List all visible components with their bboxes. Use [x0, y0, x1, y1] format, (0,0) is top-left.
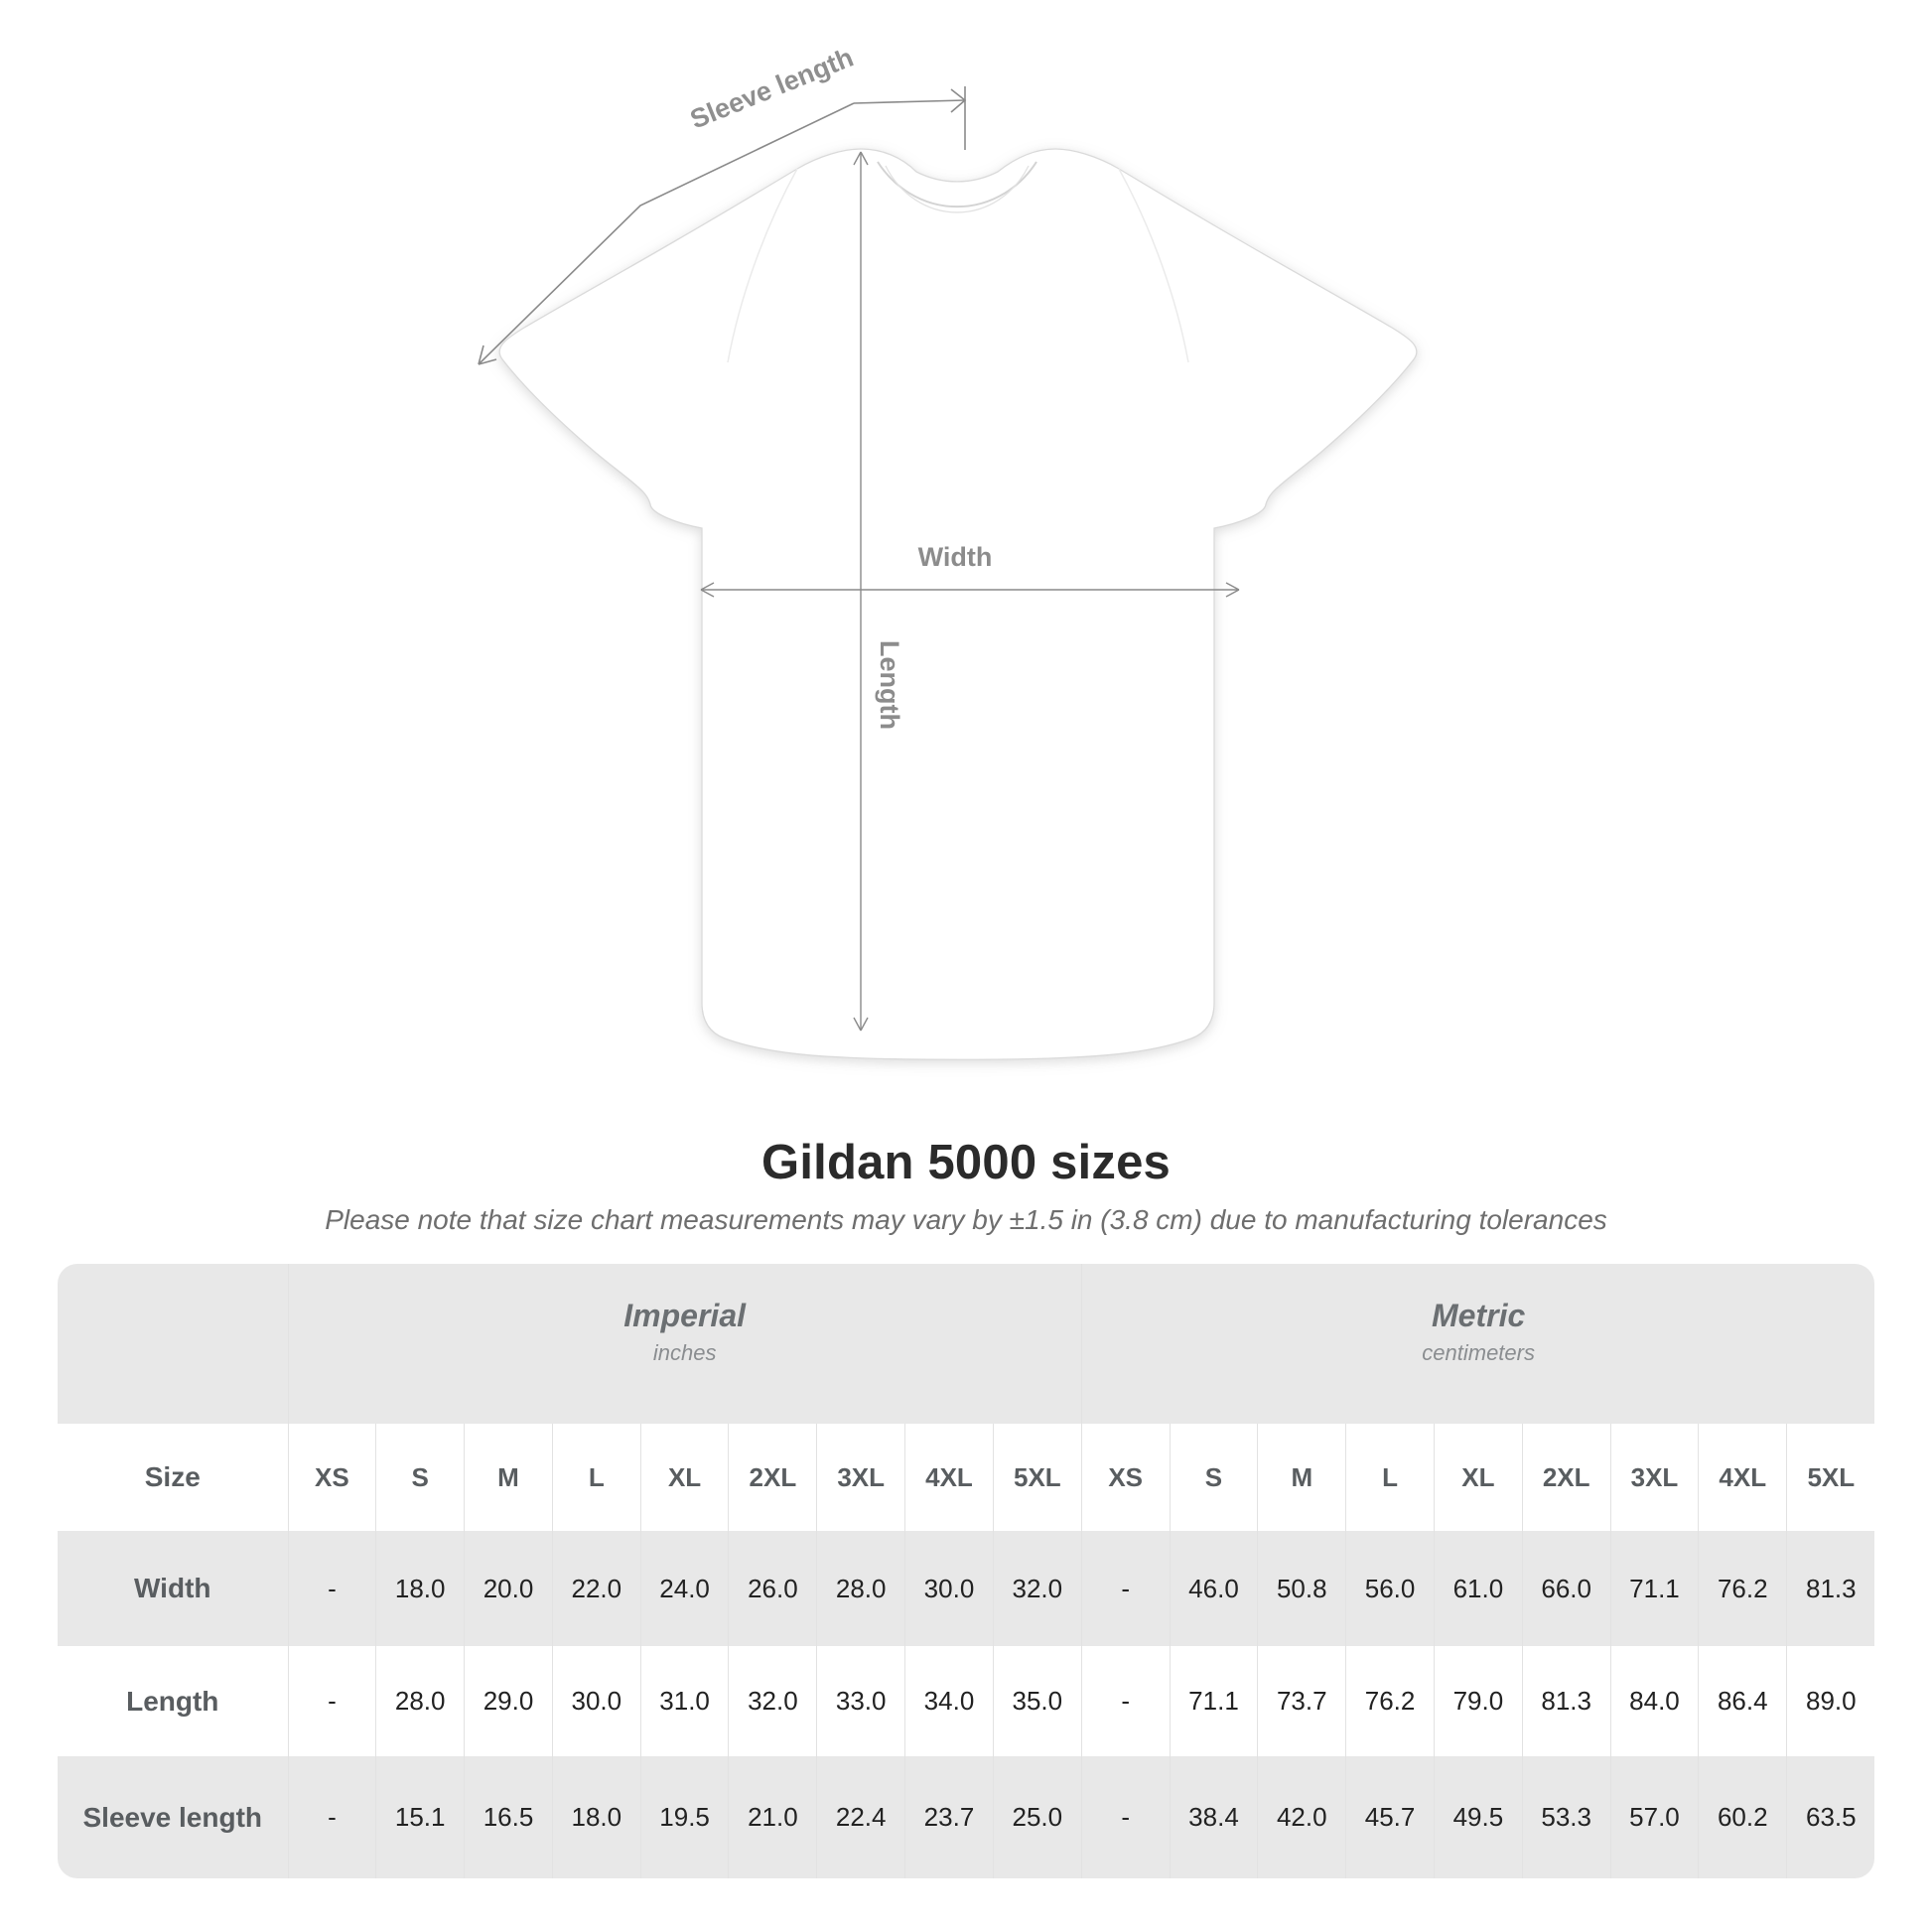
svg-text:Length: Length [875, 640, 904, 730]
svg-text:Width: Width [918, 542, 993, 572]
svg-text:Sleeve length: Sleeve length [686, 43, 858, 135]
